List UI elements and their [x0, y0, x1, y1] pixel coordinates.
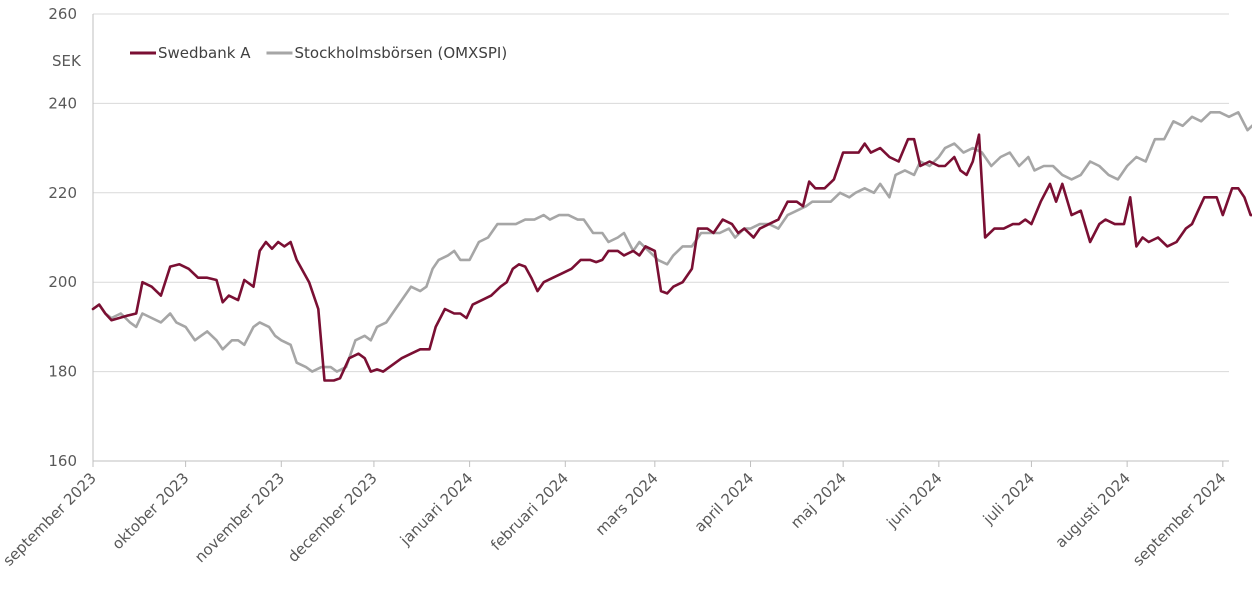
series-line-0 — [91, 133, 1252, 382]
x-tick-label: december 2023 — [284, 469, 381, 566]
x-tick-label: april 2024 — [691, 469, 758, 536]
x-tick-label: september 2024 — [1129, 469, 1230, 570]
x-tick-label: mars 2024 — [592, 469, 662, 539]
legend-label: Swedbank A — [158, 44, 251, 62]
x-tick-label: februari 2024 — [487, 469, 572, 554]
x-tick-label: oktober 2023 — [108, 469, 192, 553]
legend-label: Stockholmsbörsen (OMXSPI) — [294, 44, 507, 62]
legend: Swedbank A Stockholmsbörsen (OMXSPI) — [130, 44, 507, 62]
y-tick-labels: 160 180 200 220 240 260 — [48, 5, 77, 470]
y-tick-label: 240 — [48, 94, 77, 112]
x-tick-label: augusti 2024 — [1052, 469, 1134, 551]
y-axis-unit-label: SEK — [52, 52, 82, 70]
x-tick-label: september 2023 — [0, 469, 100, 570]
y-tick-label: 260 — [48, 5, 77, 23]
y-tick-label: 200 — [48, 273, 77, 291]
x-tick-label: juni 2024 — [883, 469, 946, 532]
x-tick-label: november 2023 — [191, 469, 288, 566]
series-lines — [91, 111, 1252, 382]
axes — [92, 14, 1229, 462]
y-tick-label: 160 — [48, 452, 77, 470]
x-tick-label: januari 2024 — [396, 469, 476, 549]
y-gridlines — [93, 13, 1229, 373]
y-tick-label: 180 — [48, 363, 77, 381]
y-tick-label: 220 — [48, 184, 77, 202]
x-tick-label: maj 2024 — [787, 469, 850, 532]
series-line-1 — [91, 111, 1252, 373]
x-tick-label: juli 2024 — [979, 469, 1038, 528]
